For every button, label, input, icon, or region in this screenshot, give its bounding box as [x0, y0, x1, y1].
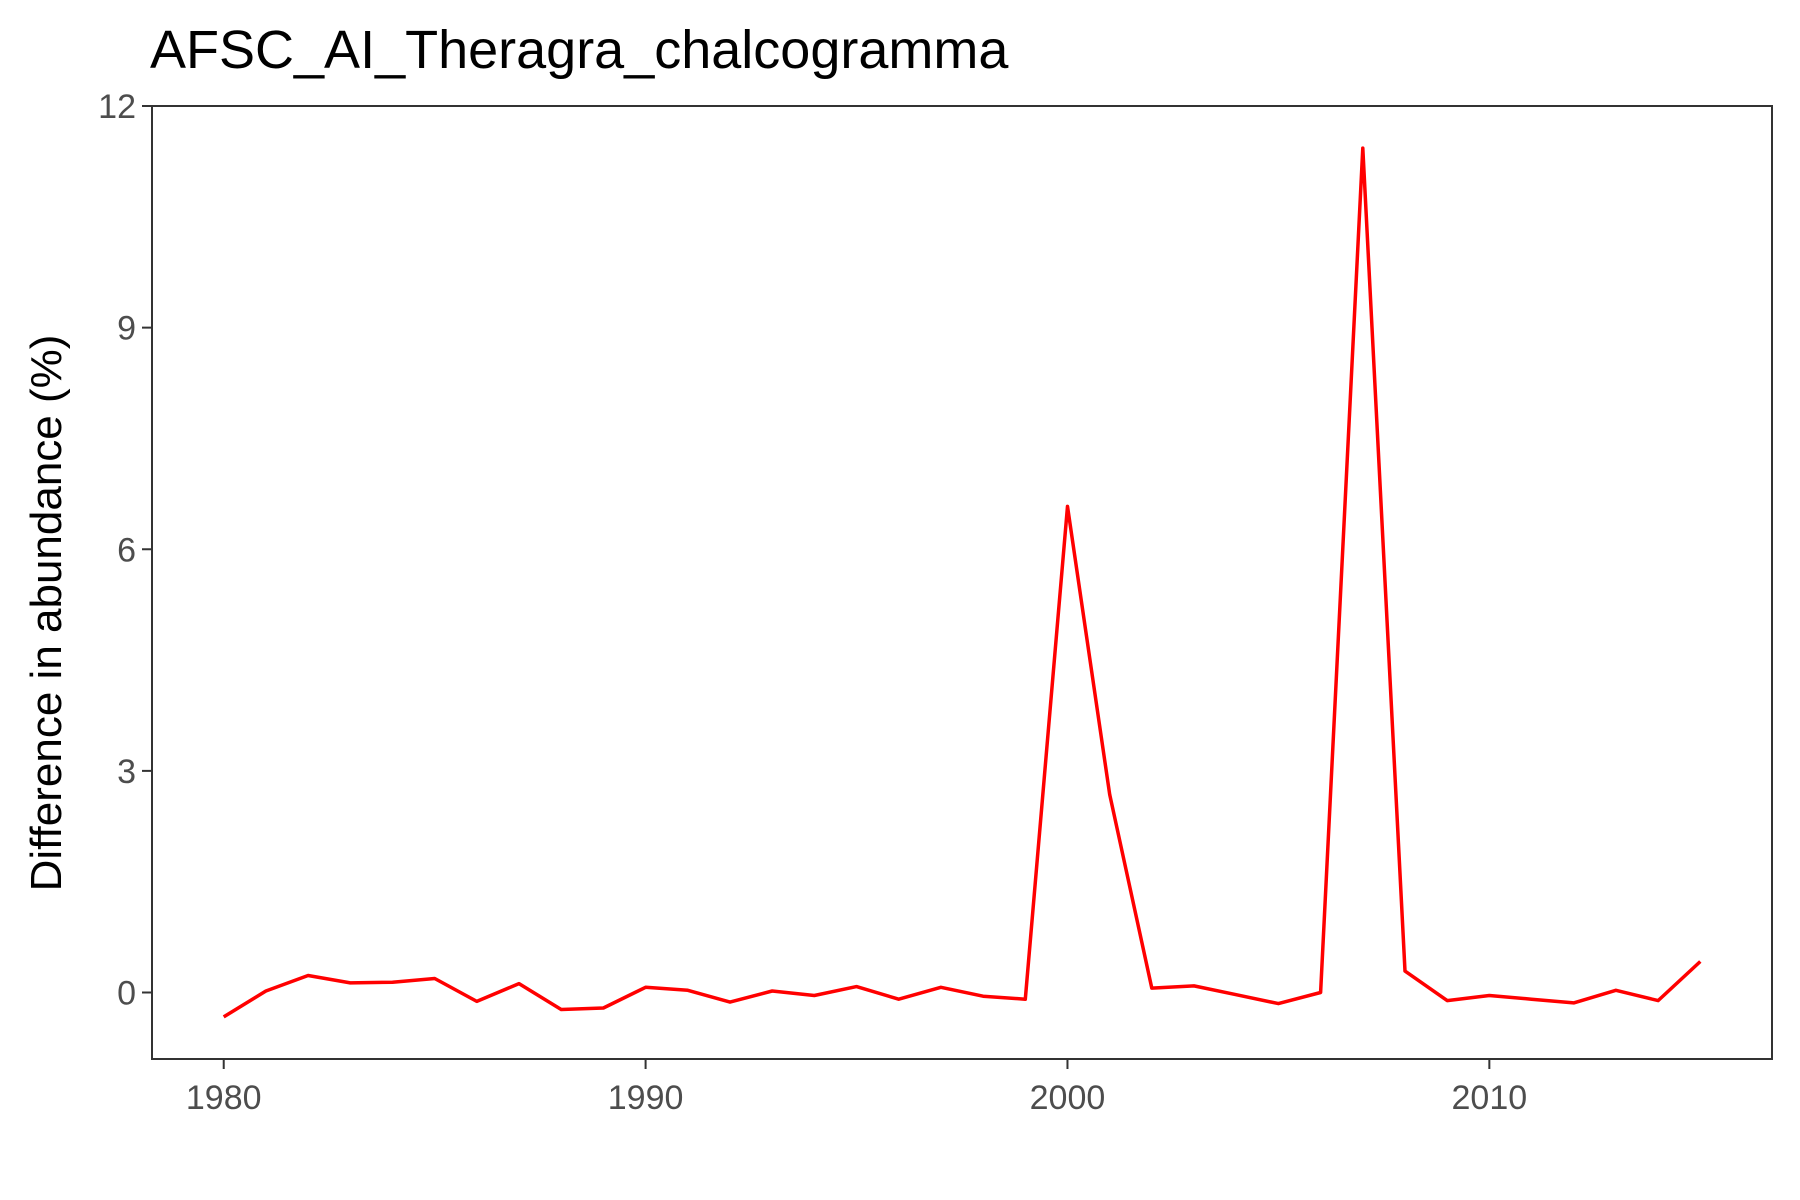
chart-title: AFSC_AI_Theragra_chalcogramma [150, 20, 1009, 80]
series-layer [222, 146, 1702, 1019]
x-tick-label: 2000 [1030, 1079, 1106, 1117]
x-tick-label: 2010 [1452, 1079, 1528, 1117]
x-tick-label: 1990 [608, 1079, 684, 1117]
y-axis-title: Difference in abundance (%) [22, 335, 71, 892]
y-tick-label: 6 [117, 531, 136, 569]
x-tick-label: 1980 [186, 1079, 262, 1117]
series-line [222, 146, 1702, 1019]
y-axis: 0 3 6 9 12 [98, 88, 152, 1013]
y-tick-label: 9 [117, 310, 136, 348]
y-tick-label: 12 [98, 88, 136, 126]
x-axis: 1980 1990 2000 2010 [186, 1059, 1527, 1117]
plot-panel [151, 105, 1773, 1060]
y-tick-label: 3 [117, 753, 136, 791]
y-tick-label: 0 [117, 975, 136, 1013]
